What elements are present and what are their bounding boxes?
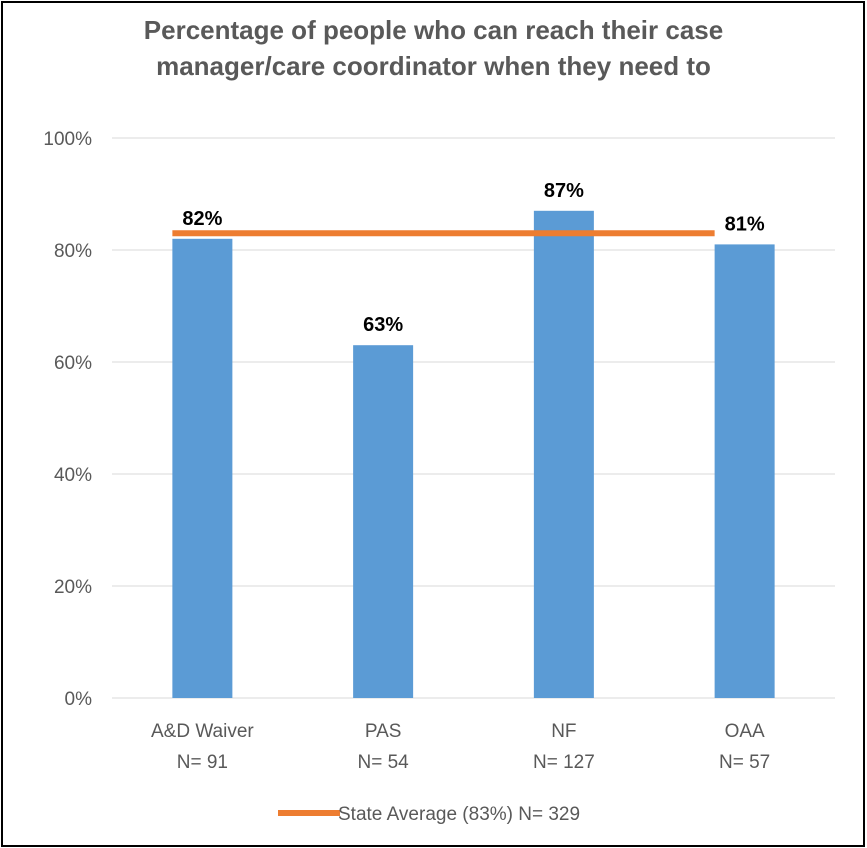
bar <box>172 238 233 699</box>
bar <box>353 345 414 698</box>
y-tick-label: 0% <box>65 689 93 710</box>
data-label: 63% <box>363 314 403 336</box>
chart-title-line-2: manager/care coordinator when they need … <box>156 51 711 81</box>
y-tick-label: 60% <box>54 353 92 374</box>
chart-title: Percentage of people who can reach their… <box>0 12 867 84</box>
x-tick-sublabel: N= 127 <box>533 752 595 773</box>
y-tick-label: 100% <box>43 129 92 150</box>
x-tick-sublabel: N= 91 <box>177 752 228 773</box>
x-tick-label: A&D Waiver <box>151 721 254 742</box>
legend-label: State Average (83%) N= 329 <box>338 804 580 825</box>
x-tick-label: OAA <box>725 721 765 742</box>
y-tick-label: 80% <box>54 241 92 262</box>
x-tick-label: PAS <box>365 721 402 742</box>
x-tick-label: NF <box>551 721 576 742</box>
bar <box>714 244 775 698</box>
data-label: 87% <box>544 180 584 202</box>
data-label: 81% <box>725 213 765 235</box>
x-tick-sublabel: N= 54 <box>358 752 410 773</box>
x-tick-sublabel: N= 57 <box>719 752 770 773</box>
y-tick-label: 40% <box>54 465 92 486</box>
chart-title-line-1: Percentage of people who can reach their… <box>143 15 724 45</box>
data-label: 82% <box>182 208 222 230</box>
bar <box>533 210 594 699</box>
y-tick-label: 20% <box>54 577 92 598</box>
